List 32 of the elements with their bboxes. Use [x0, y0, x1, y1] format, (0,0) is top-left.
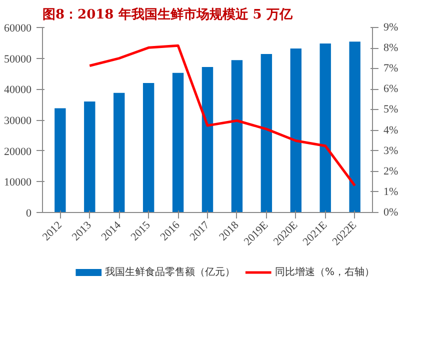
y2-tick-label: 3% [384, 144, 398, 157]
bar [260, 54, 272, 212]
y2-tick-label: 1% [384, 186, 398, 198]
bar [54, 108, 66, 212]
bar [231, 60, 243, 212]
y-tick-label: 30000 [4, 115, 32, 127]
bar [290, 48, 302, 212]
legend-label: 同比增速（%，右轴） [274, 266, 374, 278]
y-tick-label: 20000 [4, 146, 32, 158]
y-tick-label: 0 [26, 208, 32, 220]
legend-label: 我国生鲜食品零售额（亿元） [105, 266, 236, 278]
bar [142, 83, 154, 212]
bar [172, 72, 184, 212]
y-tick-label: 40000 [4, 84, 32, 96]
y2-tick-label: 5% [384, 104, 398, 116]
chart-title: 图8：2018 年我国生鲜市场规模近 5 万亿 [42, 6, 294, 22]
bar [320, 44, 331, 212]
bar [202, 66, 214, 212]
bar [84, 102, 96, 212]
y2-tick-label: 0% [384, 206, 398, 218]
y2-tick-label: 2% [384, 165, 398, 178]
y2-tick-label: 8% [384, 42, 398, 54]
y2-tick-label: 4% [384, 124, 398, 136]
bar [349, 42, 360, 212]
y-tick-label: 60000 [4, 22, 32, 34]
bar [114, 92, 125, 212]
y2-tick-label: 9% [384, 22, 398, 34]
y-tick-label: 10000 [4, 176, 32, 189]
y2-tick-label: 7% [384, 62, 398, 75]
y-tick-label: 50000 [4, 53, 32, 66]
y2-tick-label: 6% [384, 83, 398, 96]
line-series [88, 44, 356, 187]
